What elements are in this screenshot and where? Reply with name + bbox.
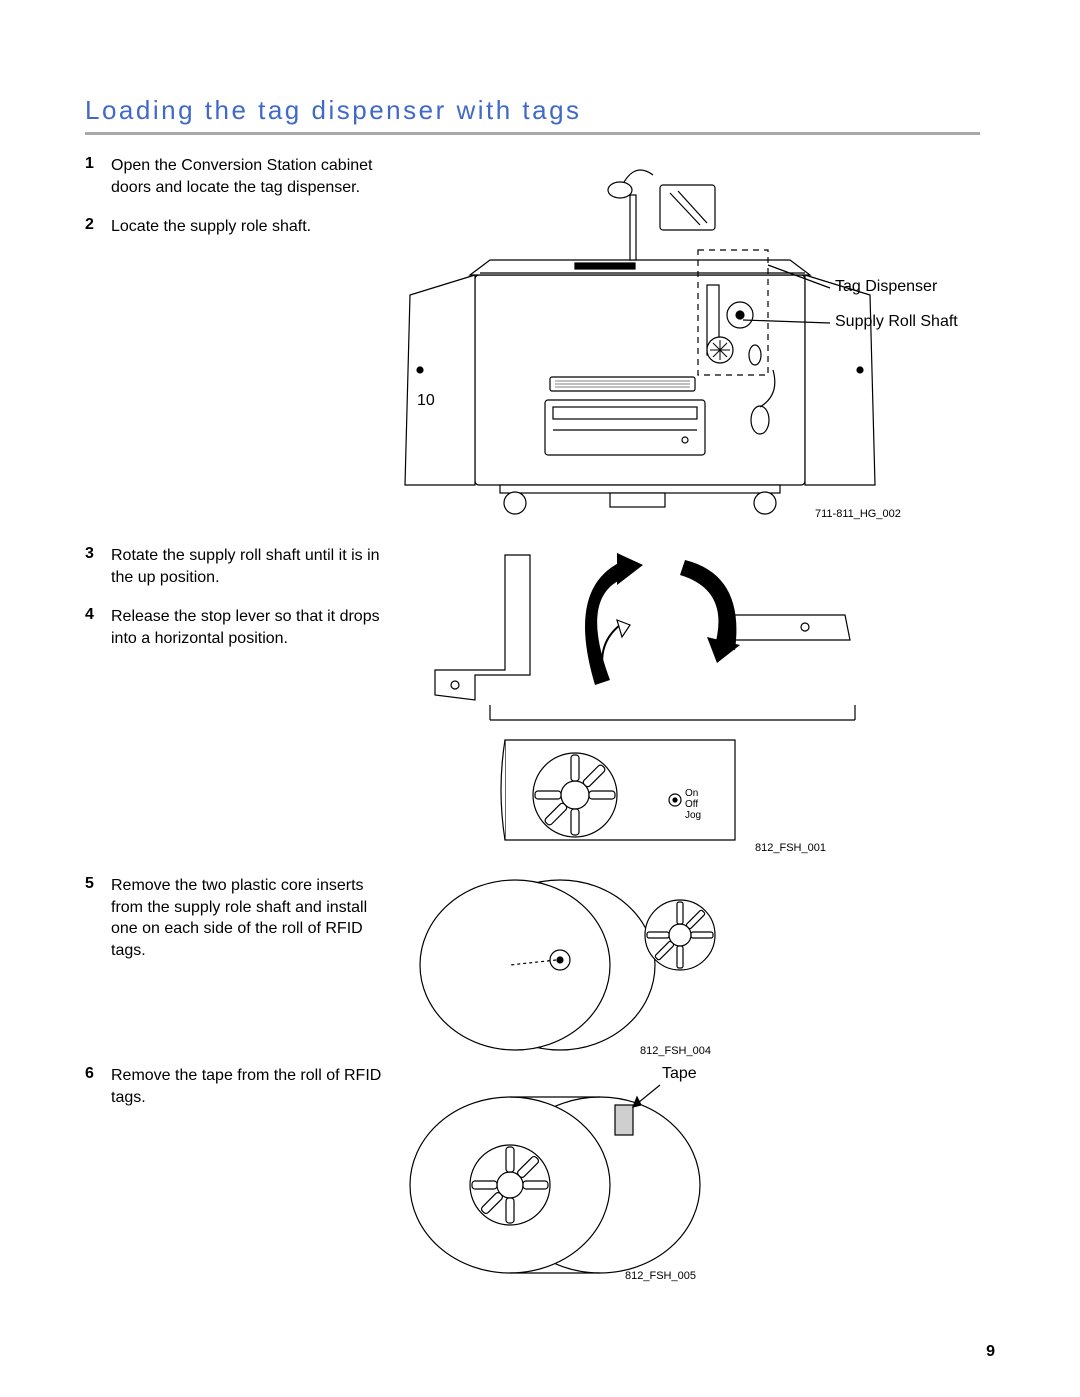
step-item: 1 Open the Conversion Station cabinet do… — [85, 155, 385, 198]
step-item: 2 Locate the supply role shaft. — [85, 216, 385, 238]
step-text: Release the stop lever so that it drops … — [111, 606, 385, 649]
step-number: 5 — [85, 875, 111, 961]
step-item: 5 Remove the two plastic core inserts fr… — [85, 875, 385, 961]
figure-id: 812_FSH_005 — [625, 1270, 696, 1282]
step-item: 4 Release the stop lever so that it drop… — [85, 606, 385, 649]
section-title: Loading the tag dispenser with tags — [85, 95, 980, 126]
step-text: Remove the two plastic core inserts from… — [111, 875, 385, 961]
step-item: 3 Rotate the supply roll shaft until it … — [85, 545, 385, 588]
page-number: 9 — [986, 1343, 995, 1361]
callout-ten: 10 — [417, 392, 435, 410]
step-text: Rotate the supply roll shaft until it is… — [111, 545, 385, 588]
step-item: 6 Remove the tape from the roll of RFID … — [85, 1065, 385, 1108]
step-number: 6 — [85, 1065, 111, 1108]
figure-id: 812_FSH_004 — [640, 1045, 711, 1057]
step-text: Open the Conversion Station cabinet door… — [111, 155, 385, 198]
callout-tape: Tape — [662, 1065, 697, 1083]
section-rule — [85, 132, 980, 135]
step-text: Locate the supply role shaft. — [111, 216, 311, 238]
steps-group-4: 6 Remove the tape from the roll of RFID … — [85, 1065, 385, 1126]
step-number: 2 — [85, 216, 111, 238]
steps-group-3: 5 Remove the two plastic core inserts fr… — [85, 875, 385, 979]
tape-roll-diagram — [385, 1065, 785, 1285]
callout-tag-dispenser: Tag Dispenser — [835, 278, 937, 296]
steps-group-2: 3 Rotate the supply roll shaft until it … — [85, 545, 385, 667]
step-number: 1 — [85, 155, 111, 198]
switch-labels: On Off Jog — [685, 788, 701, 821]
figure-id: 711-811_HG_002 — [815, 508, 901, 520]
step-number: 3 — [85, 545, 111, 588]
figure-id: 812_FSH_001 — [755, 842, 826, 854]
steps-group-1: 1 Open the Conversion Station cabinet do… — [85, 155, 385, 256]
switch-on: On — [685, 788, 701, 799]
step-number: 4 — [85, 606, 111, 649]
switch-off: Off — [685, 799, 701, 810]
cabinet-diagram — [385, 155, 980, 535]
roll-inserts-diagram — [385, 875, 785, 1065]
switch-jog: Jog — [685, 810, 701, 821]
callout-supply-roll-shaft: Supply Roll Shaft — [835, 313, 958, 331]
step-text: Remove the tape from the roll of RFID ta… — [111, 1065, 385, 1108]
rotate-diagram — [385, 545, 885, 865]
